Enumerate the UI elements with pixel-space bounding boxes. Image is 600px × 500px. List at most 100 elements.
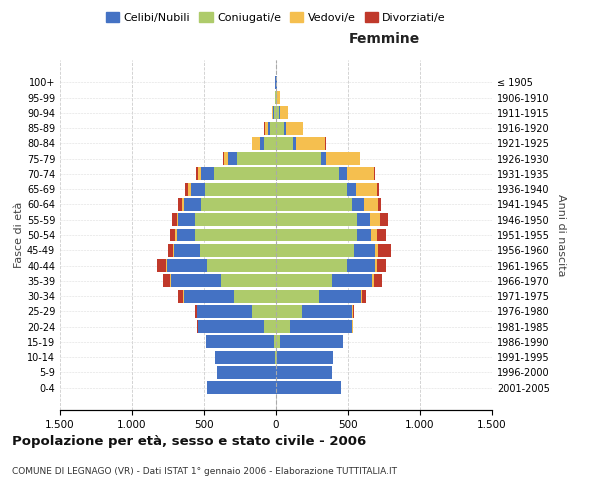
Bar [276, 122, 286, 134]
Bar [276, 336, 280, 348]
Bar [276, 214, 356, 226]
Bar [171, 274, 276, 287]
Bar [276, 228, 356, 241]
Bar [197, 305, 276, 318]
Bar [198, 320, 276, 333]
Bar [176, 214, 276, 226]
Bar [276, 137, 296, 150]
Bar [265, 137, 276, 150]
Bar [276, 214, 388, 226]
Text: Popolazione per età, sesso e stato civile - 2006: Popolazione per età, sesso e stato civil… [12, 435, 366, 448]
Bar [215, 350, 276, 364]
Bar [197, 305, 276, 318]
Bar [276, 122, 303, 134]
Bar [201, 198, 276, 211]
Bar [276, 198, 378, 211]
Bar [276, 152, 360, 165]
Bar [206, 336, 276, 348]
Bar [274, 336, 276, 348]
Bar [251, 137, 276, 150]
Bar [276, 168, 340, 180]
Bar [276, 168, 376, 180]
Bar [276, 198, 381, 211]
Bar [276, 76, 277, 89]
Bar [197, 320, 276, 333]
Bar [217, 366, 276, 379]
Bar [172, 214, 276, 226]
Bar [276, 259, 376, 272]
Bar [276, 168, 374, 180]
Bar [276, 320, 353, 333]
Bar [170, 228, 276, 241]
Bar [217, 366, 276, 379]
Bar [276, 198, 352, 211]
Bar [201, 168, 276, 180]
Bar [276, 214, 370, 226]
Bar [276, 198, 364, 211]
Bar [276, 122, 302, 134]
Bar [200, 244, 276, 256]
Bar [206, 381, 276, 394]
Bar [276, 381, 341, 394]
Bar [276, 366, 332, 379]
Bar [276, 182, 379, 196]
Bar [176, 228, 276, 241]
Bar [252, 137, 276, 150]
Bar [185, 182, 276, 196]
Bar [275, 76, 276, 89]
Bar [276, 122, 284, 134]
Bar [276, 320, 352, 333]
Bar [206, 336, 276, 348]
Bar [276, 274, 373, 287]
Bar [276, 244, 354, 256]
Bar [265, 320, 276, 333]
Bar [178, 290, 276, 302]
Bar [198, 320, 276, 333]
Bar [276, 152, 320, 165]
Bar [157, 259, 276, 272]
Bar [197, 168, 276, 180]
Bar [207, 259, 276, 272]
Bar [276, 274, 382, 287]
Bar [276, 168, 347, 180]
Bar [276, 91, 277, 104]
Bar [276, 305, 353, 318]
Bar [195, 305, 276, 318]
Bar [276, 106, 280, 120]
Bar [276, 381, 341, 394]
Text: Femmine: Femmine [349, 32, 419, 46]
Bar [276, 182, 377, 196]
Bar [276, 91, 277, 104]
Bar [276, 259, 347, 272]
Bar [276, 350, 334, 364]
Bar [174, 244, 276, 256]
Bar [276, 106, 279, 120]
Bar [276, 137, 293, 150]
Bar [188, 182, 276, 196]
Bar [234, 290, 276, 302]
Bar [182, 198, 276, 211]
Bar [191, 182, 276, 196]
Legend: Celibi/Nubili, Coniugati/e, Vedovi/e, Divorziati/e: Celibi/Nubili, Coniugati/e, Vedovi/e, Di… [101, 8, 451, 28]
Bar [215, 350, 276, 364]
Bar [276, 106, 288, 120]
Bar [196, 168, 276, 180]
Bar [276, 137, 326, 150]
Bar [184, 198, 276, 211]
Bar [224, 152, 276, 165]
Bar [276, 274, 332, 287]
Bar [276, 228, 371, 241]
Bar [276, 320, 290, 333]
Bar [276, 350, 334, 364]
Bar [276, 244, 378, 256]
Bar [275, 76, 276, 89]
Bar [276, 290, 361, 302]
Bar [276, 214, 380, 226]
Bar [276, 106, 289, 120]
Bar [175, 228, 276, 241]
Bar [184, 290, 276, 302]
Bar [276, 290, 362, 302]
Bar [276, 152, 359, 165]
Bar [270, 122, 276, 134]
Bar [272, 106, 276, 120]
